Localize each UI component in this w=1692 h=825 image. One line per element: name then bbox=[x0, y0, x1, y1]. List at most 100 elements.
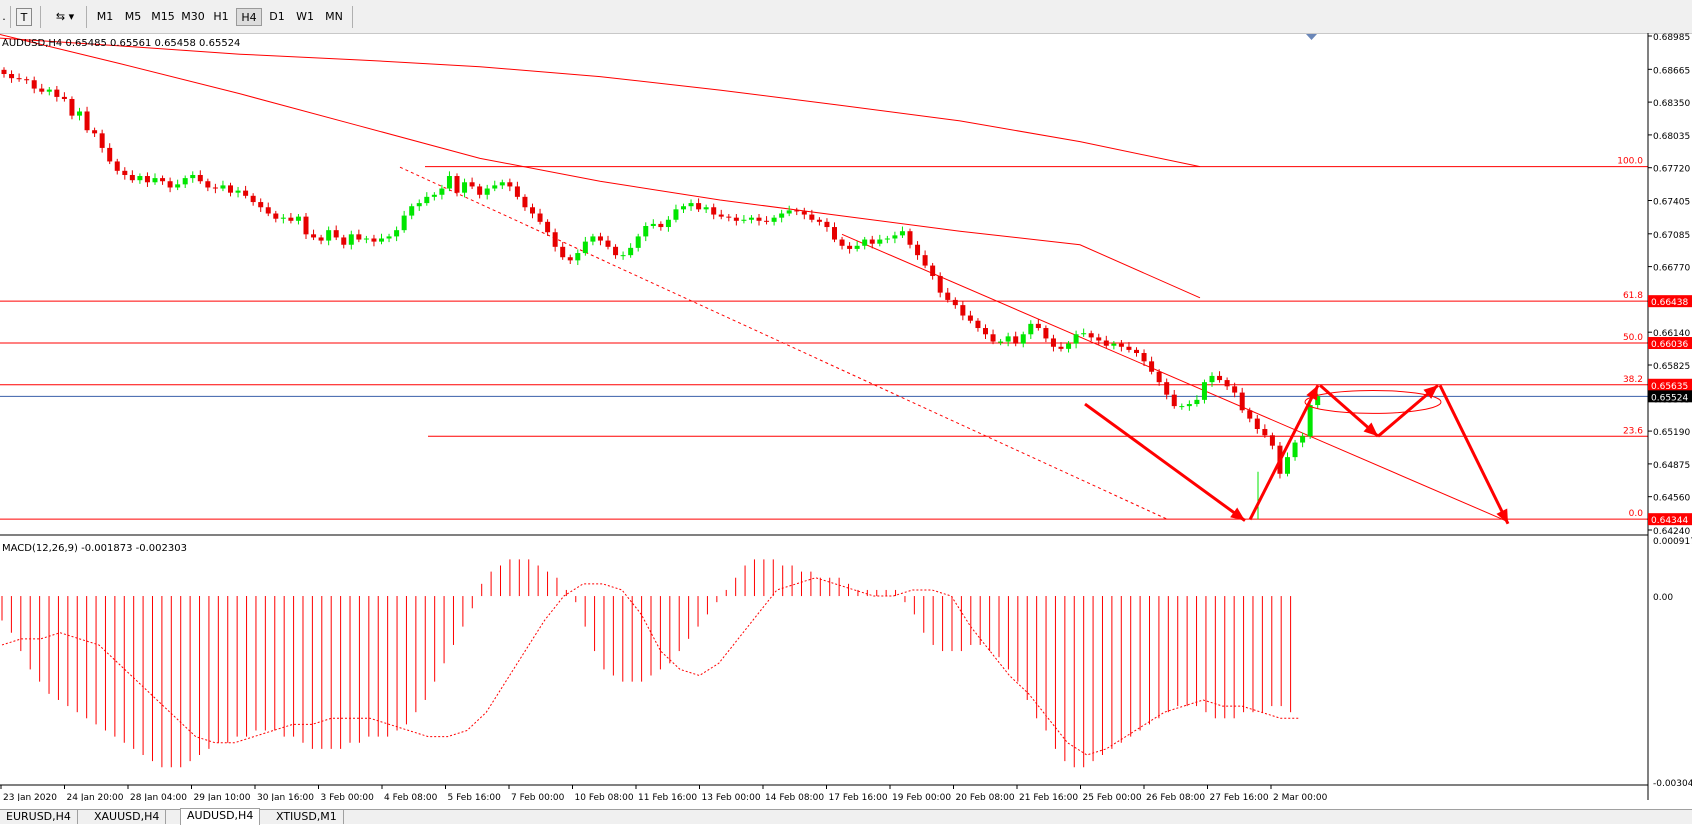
candle-body bbox=[854, 245, 860, 249]
candle-body bbox=[975, 320, 981, 329]
trend-line-2 bbox=[841, 233, 1509, 523]
timeframe-m30[interactable]: M30 bbox=[181, 10, 205, 23]
candle-body bbox=[212, 187, 218, 189]
time-tick-label: 24 Jan 20:00 bbox=[67, 793, 124, 801]
time-tick-label: 27 Feb 16:00 bbox=[1210, 793, 1269, 801]
timeframe-h4[interactable]: H4 bbox=[236, 8, 262, 26]
tab-xauusd-h4[interactable]: XAUUSD,H4 bbox=[88, 810, 167, 824]
candle-body bbox=[333, 230, 339, 238]
candle-body bbox=[16, 78, 22, 80]
candle-body bbox=[665, 219, 671, 228]
candle-body bbox=[326, 230, 332, 241]
candle-body bbox=[1217, 375, 1223, 381]
projection-arrow-5-head bbox=[1496, 508, 1508, 524]
price-chart[interactable]: 100.0 61.8 50.0 38.2 23.6 0.0 0.68985 0.68665 0… bbox=[0, 33, 1692, 801]
candle-body bbox=[635, 236, 641, 248]
candle-body bbox=[1126, 346, 1132, 350]
candle-body bbox=[884, 238, 890, 240]
candle-body bbox=[84, 111, 90, 131]
candle-body bbox=[1134, 349, 1139, 354]
candle-body bbox=[1224, 380, 1230, 387]
candle-body bbox=[620, 255, 626, 257]
candle-body bbox=[748, 217, 754, 220]
candle-body bbox=[469, 182, 475, 187]
time-tick-label: 28 Jan 04:00 bbox=[130, 793, 187, 801]
candle-body bbox=[832, 227, 837, 240]
candle-body bbox=[1232, 386, 1238, 393]
candle-body bbox=[492, 185, 498, 189]
candle-body bbox=[1171, 394, 1177, 407]
candle-body bbox=[295, 216, 301, 221]
candle-body bbox=[537, 213, 543, 222]
candle-body bbox=[756, 217, 762, 221]
toolbar-separator bbox=[10, 6, 11, 28]
text-tool-icon[interactable]: T bbox=[16, 8, 32, 26]
candle-body bbox=[129, 174, 135, 181]
price-tick-label: 0.68035 bbox=[1653, 132, 1690, 142]
candle-body bbox=[1269, 435, 1275, 446]
candle-body bbox=[152, 178, 158, 183]
candle-body bbox=[990, 334, 996, 342]
fib-level-label: 50.0 bbox=[1623, 333, 1643, 343]
candle-body bbox=[1050, 338, 1056, 347]
candle-body bbox=[243, 190, 249, 196]
timeframe-h1[interactable]: H1 bbox=[213, 10, 229, 23]
time-tick-label: 30 Jan 16:00 bbox=[257, 793, 314, 801]
candle-body bbox=[899, 231, 905, 236]
candle-body bbox=[288, 217, 294, 221]
candle-body bbox=[1020, 334, 1026, 344]
candle-body bbox=[348, 234, 354, 245]
candle-body bbox=[733, 217, 739, 221]
fib-level-label: 23.6 bbox=[1623, 426, 1643, 436]
candle-body bbox=[499, 182, 505, 186]
projection-arrow-3-head bbox=[1363, 422, 1378, 437]
price-tick-label: 0.67405 bbox=[1653, 197, 1690, 207]
price-tick-label: 0.64560 bbox=[1653, 494, 1690, 504]
candle-body bbox=[114, 161, 120, 171]
timeframe-mn[interactable]: MN bbox=[325, 10, 343, 23]
candle-body bbox=[1005, 336, 1011, 342]
candle-body bbox=[31, 80, 37, 89]
fib-price-box bbox=[1648, 378, 1692, 391]
tab-xtiusd-m1[interactable]: XTIUSD,M1 bbox=[270, 810, 344, 824]
candle-body bbox=[945, 292, 951, 300]
macd-signal-line bbox=[1, 577, 1300, 756]
candle-body bbox=[235, 190, 241, 193]
candle-body bbox=[711, 207, 717, 215]
highlight-ellipse bbox=[1304, 389, 1442, 414]
candle-body bbox=[258, 202, 264, 208]
timeframe-m1[interactable]: M1 bbox=[96, 10, 114, 23]
candle-body bbox=[1013, 336, 1019, 344]
candle-body bbox=[590, 236, 596, 242]
tab-eurusd-h4[interactable]: EURUSD,H4 bbox=[0, 810, 78, 824]
candle-body bbox=[726, 216, 732, 218]
timeframe-m15[interactable]: M15 bbox=[151, 10, 175, 23]
fib-price-box bbox=[1648, 337, 1692, 350]
candle-body bbox=[650, 223, 656, 226]
price-tick-label: 0.67085 bbox=[1653, 231, 1690, 241]
candle-body bbox=[1179, 406, 1185, 408]
candle-body bbox=[847, 245, 853, 249]
candle-body bbox=[446, 176, 452, 189]
crosshair-icon[interactable]: . bbox=[2, 10, 6, 23]
candle-body bbox=[1043, 328, 1049, 339]
price-tick-label: 0.67720 bbox=[1653, 165, 1690, 175]
timeframe-d1[interactable]: D1 bbox=[269, 10, 285, 23]
candle-body bbox=[24, 79, 30, 81]
candle-body bbox=[1035, 323, 1041, 329]
scroll-marker-icon[interactable] bbox=[1306, 34, 1317, 40]
timeframe-w1[interactable]: W1 bbox=[296, 10, 314, 23]
tab-audusd-h4[interactable]: AUDUSD,H4 bbox=[180, 808, 261, 825]
candle-body bbox=[46, 89, 52, 92]
projection-arrow-4-head bbox=[1423, 385, 1438, 399]
fib-level-label: 38.2 bbox=[1623, 375, 1643, 385]
timeframe-m5[interactable]: M5 bbox=[124, 10, 142, 23]
candle-body bbox=[1194, 399, 1200, 405]
candle-body bbox=[160, 178, 166, 182]
shapes-dropdown-icon[interactable]: ⇆ ▾ bbox=[55, 10, 75, 23]
candle-body bbox=[1307, 405, 1313, 437]
candle-body bbox=[205, 181, 211, 188]
candle-body bbox=[39, 88, 45, 92]
candle-body bbox=[688, 203, 694, 207]
candle-body bbox=[1118, 343, 1124, 347]
